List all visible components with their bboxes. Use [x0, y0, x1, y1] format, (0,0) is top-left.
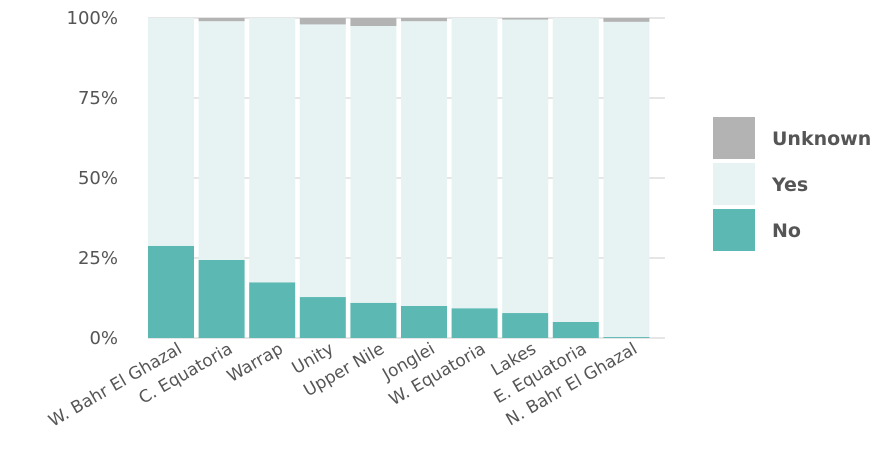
- bar-segment-no: [552, 322, 599, 338]
- y-tick-label: 100%: [67, 8, 118, 29]
- bar-segment-yes: [401, 21, 447, 306]
- legend: Unknown Yes No: [713, 117, 871, 251]
- x-tick-label: Warrap: [224, 339, 287, 387]
- bar-segment-yes: [350, 26, 397, 303]
- bars: [148, 18, 650, 338]
- bar-segment-no: [603, 337, 650, 338]
- bar-segment-yes: [148, 18, 194, 246]
- bar-segment-no: [249, 282, 296, 338]
- bar-segment-no: [350, 302, 397, 338]
- bar-segment-yes: [299, 24, 346, 298]
- bar-segment-yes: [552, 18, 599, 322]
- bar-segment-yes: [249, 18, 296, 283]
- bar-segment-yes: [603, 21, 650, 338]
- bar-segment-yes: [502, 19, 549, 314]
- legend-swatch-no: [713, 209, 755, 251]
- bar-segment-no: [148, 245, 194, 338]
- bar-segment-no: [299, 297, 346, 338]
- y-axis: 0% 25% 50% 75% 100%: [67, 8, 118, 349]
- bar-segment-unknown: [401, 18, 447, 22]
- bar-segment-no: [198, 259, 245, 338]
- y-tick-label: 75%: [78, 88, 118, 109]
- bar-segment-yes: [451, 18, 498, 309]
- bar-segment-no: [401, 306, 447, 338]
- bar-segment-unknown: [350, 18, 397, 26]
- legend-swatch-unknown: [713, 117, 755, 159]
- bar-segment-no: [451, 308, 498, 338]
- bar-segment-unknown: [299, 18, 346, 25]
- legend-label-unknown: Unknown: [772, 128, 871, 150]
- y-tick-label: 25%: [78, 248, 118, 269]
- bar-segment-unknown: [603, 18, 650, 22]
- legend-swatch-yes: [713, 163, 755, 205]
- legend-label-yes: Yes: [771, 174, 808, 196]
- bar-segment-no: [502, 313, 549, 338]
- y-tick-label: 50%: [78, 168, 118, 189]
- bar-segment-unknown: [502, 18, 549, 20]
- legend-label-no: No: [772, 220, 801, 242]
- y-tick-label: 0%: [89, 328, 118, 349]
- bar-segment-yes: [198, 21, 245, 260]
- bar-segment-unknown: [198, 18, 245, 22]
